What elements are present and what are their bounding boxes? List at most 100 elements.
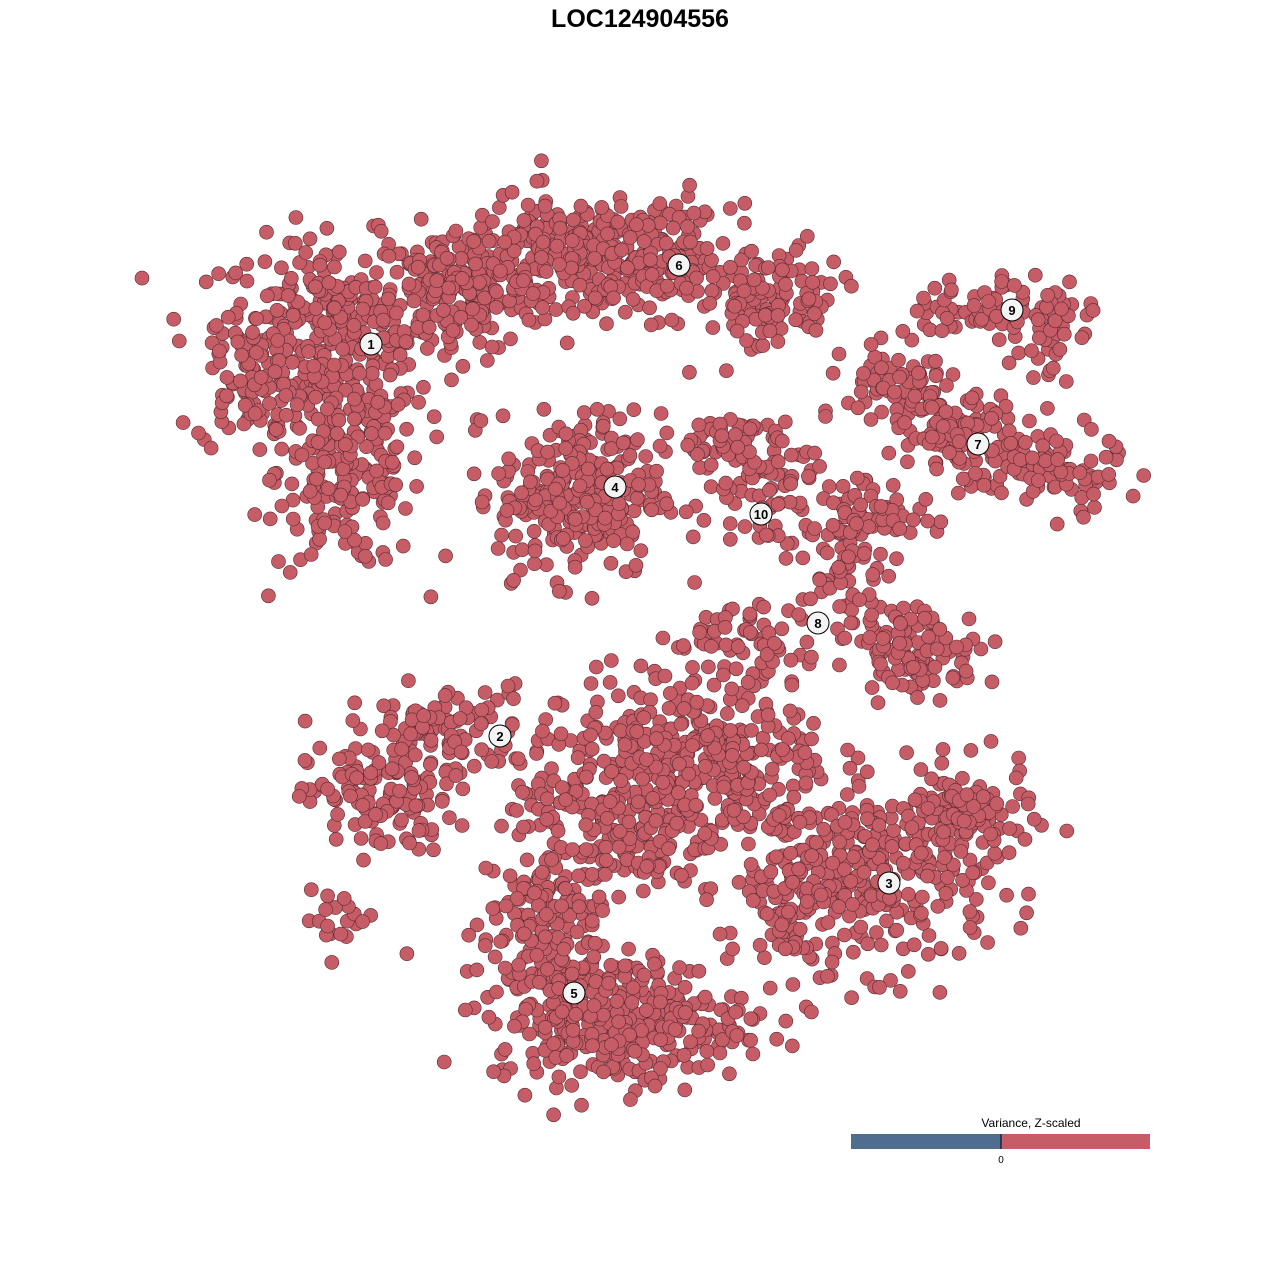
point: [534, 250, 549, 265]
point: [610, 214, 626, 230]
point: [297, 753, 313, 768]
point: [804, 261, 820, 277]
point: [917, 610, 933, 626]
point: [924, 400, 940, 415]
point: [924, 429, 940, 445]
points-layer: [134, 153, 1151, 1123]
point: [682, 364, 697, 380]
point: [655, 630, 671, 646]
point: [573, 1064, 588, 1079]
point: [831, 560, 846, 575]
point: [407, 747, 423, 763]
point: [813, 887, 829, 903]
point: [669, 815, 685, 831]
point: [892, 521, 908, 537]
point: [722, 201, 738, 216]
point: [818, 409, 833, 424]
point: [672, 960, 687, 975]
point: [939, 378, 954, 393]
point: [676, 638, 691, 653]
point: [630, 432, 645, 447]
point: [380, 291, 396, 307]
point: [645, 790, 661, 806]
point: [406, 293, 422, 309]
point: [636, 710, 652, 726]
point: [554, 1004, 570, 1020]
point: [799, 894, 815, 909]
point: [574, 1097, 589, 1113]
point: [564, 966, 580, 982]
point: [743, 857, 759, 872]
point: [677, 1082, 693, 1098]
point: [741, 836, 756, 852]
point: [599, 461, 615, 477]
point: [699, 1043, 715, 1059]
point: [846, 849, 861, 865]
point: [853, 919, 869, 935]
point: [534, 153, 549, 169]
point: [853, 384, 869, 400]
point: [886, 823, 901, 838]
point: [981, 875, 996, 891]
point: [733, 990, 749, 1006]
point: [1087, 500, 1102, 515]
point: [481, 234, 497, 249]
point: [537, 198, 553, 214]
point: [662, 686, 678, 701]
point: [980, 935, 995, 950]
point: [401, 276, 417, 292]
point: [1002, 821, 1017, 836]
point: [595, 903, 610, 918]
point: [308, 279, 323, 295]
point: [438, 548, 453, 564]
point: [628, 557, 644, 573]
point: [540, 961, 555, 977]
point: [686, 205, 702, 221]
point: [519, 852, 535, 868]
point: [1008, 770, 1024, 786]
point: [856, 546, 872, 561]
point: [514, 542, 530, 558]
point: [623, 1092, 638, 1107]
point: [724, 748, 740, 763]
point: [558, 426, 574, 442]
point: [762, 323, 778, 339]
point: [612, 411, 628, 427]
point: [987, 634, 1003, 650]
point: [309, 471, 324, 487]
cluster-label-text: 9: [1008, 303, 1015, 318]
point: [578, 817, 594, 833]
point: [758, 307, 773, 323]
point: [559, 1048, 575, 1063]
point: [209, 318, 224, 333]
point: [317, 515, 333, 531]
point: [652, 215, 668, 231]
point: [625, 291, 641, 307]
point: [488, 300, 504, 315]
point: [652, 438, 668, 454]
point: [453, 744, 469, 760]
point: [399, 421, 414, 437]
point: [723, 723, 738, 738]
point: [914, 905, 929, 921]
point: [736, 283, 752, 299]
point: [697, 826, 713, 841]
point: [873, 937, 889, 953]
point: [934, 755, 950, 771]
point: [626, 503, 642, 519]
point: [691, 417, 707, 433]
point: [472, 335, 488, 350]
point: [920, 946, 936, 962]
cluster-label-1: 1: [359, 332, 383, 356]
point: [807, 445, 823, 461]
point: [549, 238, 565, 254]
point: [588, 659, 604, 675]
point: [429, 429, 445, 445]
point: [603, 653, 619, 668]
point: [845, 944, 861, 960]
point: [757, 950, 772, 966]
point: [891, 352, 906, 368]
point: [604, 1037, 619, 1052]
point: [799, 229, 815, 244]
point: [939, 310, 955, 326]
